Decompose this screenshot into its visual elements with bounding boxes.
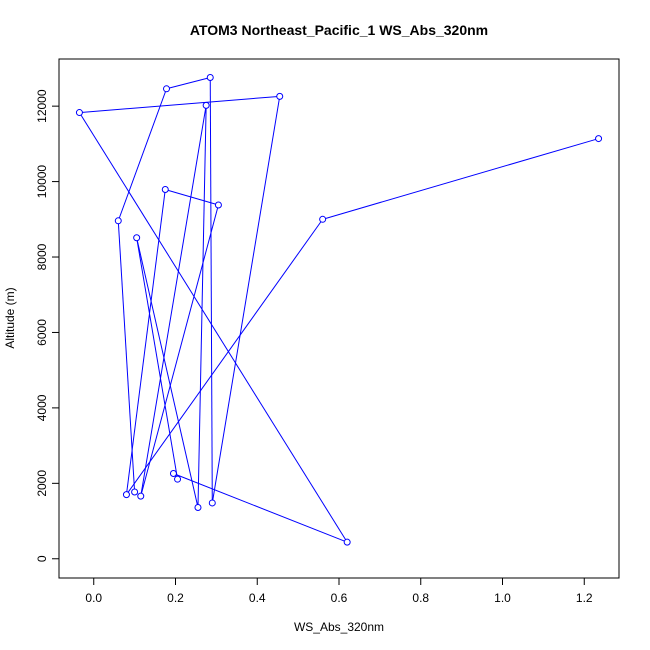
x-axis-label: WS_Abs_320nm <box>294 620 384 634</box>
y-tick-label: 10000 <box>35 165 49 199</box>
data-point <box>174 475 182 483</box>
x-tick-label: 0.8 <box>412 591 429 605</box>
x-tick-label: 0.6 <box>331 591 348 605</box>
data-point <box>202 101 210 109</box>
series-line-segment <box>212 99 280 501</box>
series-line-segment <box>82 96 277 113</box>
x-tick-label: 1.2 <box>576 591 593 605</box>
data-point <box>169 470 177 478</box>
data-point <box>214 201 222 209</box>
series-line-segment <box>136 240 178 477</box>
series-line-segment <box>118 91 166 219</box>
y-tick-label: 4000 <box>35 394 49 421</box>
series-line-segment <box>197 108 207 505</box>
data-point <box>206 73 214 81</box>
series-line-segment <box>176 474 345 542</box>
x-axis: 0.0 0.2 0.4 0.6 0.8 1.0 1.2 <box>85 577 593 605</box>
x-tick-label: 0.0 <box>85 591 102 605</box>
x-tick-label: 1.0 <box>494 591 511 605</box>
y-tick-label: 2000 <box>35 470 49 497</box>
data-point <box>161 186 169 194</box>
y-tick-label: 6000 <box>35 319 49 346</box>
data-point <box>208 499 216 507</box>
series-line-segment <box>136 240 198 505</box>
data-point <box>319 215 327 223</box>
series-line-segment <box>141 207 219 494</box>
chart-title: ATOM3 Northeast_Pacific_1 WS_Abs_320nm <box>190 22 488 38</box>
series-line-segment <box>127 221 322 493</box>
series-line-segment <box>168 189 216 205</box>
y-tick-label: 12000 <box>35 89 49 123</box>
series-group <box>75 73 603 546</box>
data-point <box>133 234 141 242</box>
series-line-segment <box>117 223 135 490</box>
series-line-segment <box>126 192 166 492</box>
data-point <box>75 109 83 117</box>
data-point <box>131 488 139 496</box>
y-tick-label: 8000 <box>35 243 49 270</box>
series-line-segment <box>80 114 347 540</box>
series-line-segment <box>140 108 207 494</box>
y-tick-label: 0 <box>35 555 49 562</box>
y-axis: 0 2000 4000 6000 8000 10000 12000 <box>35 89 60 562</box>
plot-frame <box>58 58 620 579</box>
series-line-segment <box>209 80 213 500</box>
data-point <box>122 491 130 499</box>
data-point <box>276 92 284 100</box>
series-line-segment <box>325 138 596 219</box>
x-tick-label: 0.2 <box>167 591 184 605</box>
data-point <box>114 217 122 225</box>
data-point <box>137 492 145 500</box>
series-line-segment <box>169 77 208 89</box>
data-point <box>163 85 171 93</box>
y-axis-label: Altitude (m) <box>3 287 17 348</box>
x-tick-label: 0.4 <box>249 591 266 605</box>
data-point <box>194 503 202 511</box>
data-point <box>343 538 351 546</box>
data-point <box>595 135 603 143</box>
